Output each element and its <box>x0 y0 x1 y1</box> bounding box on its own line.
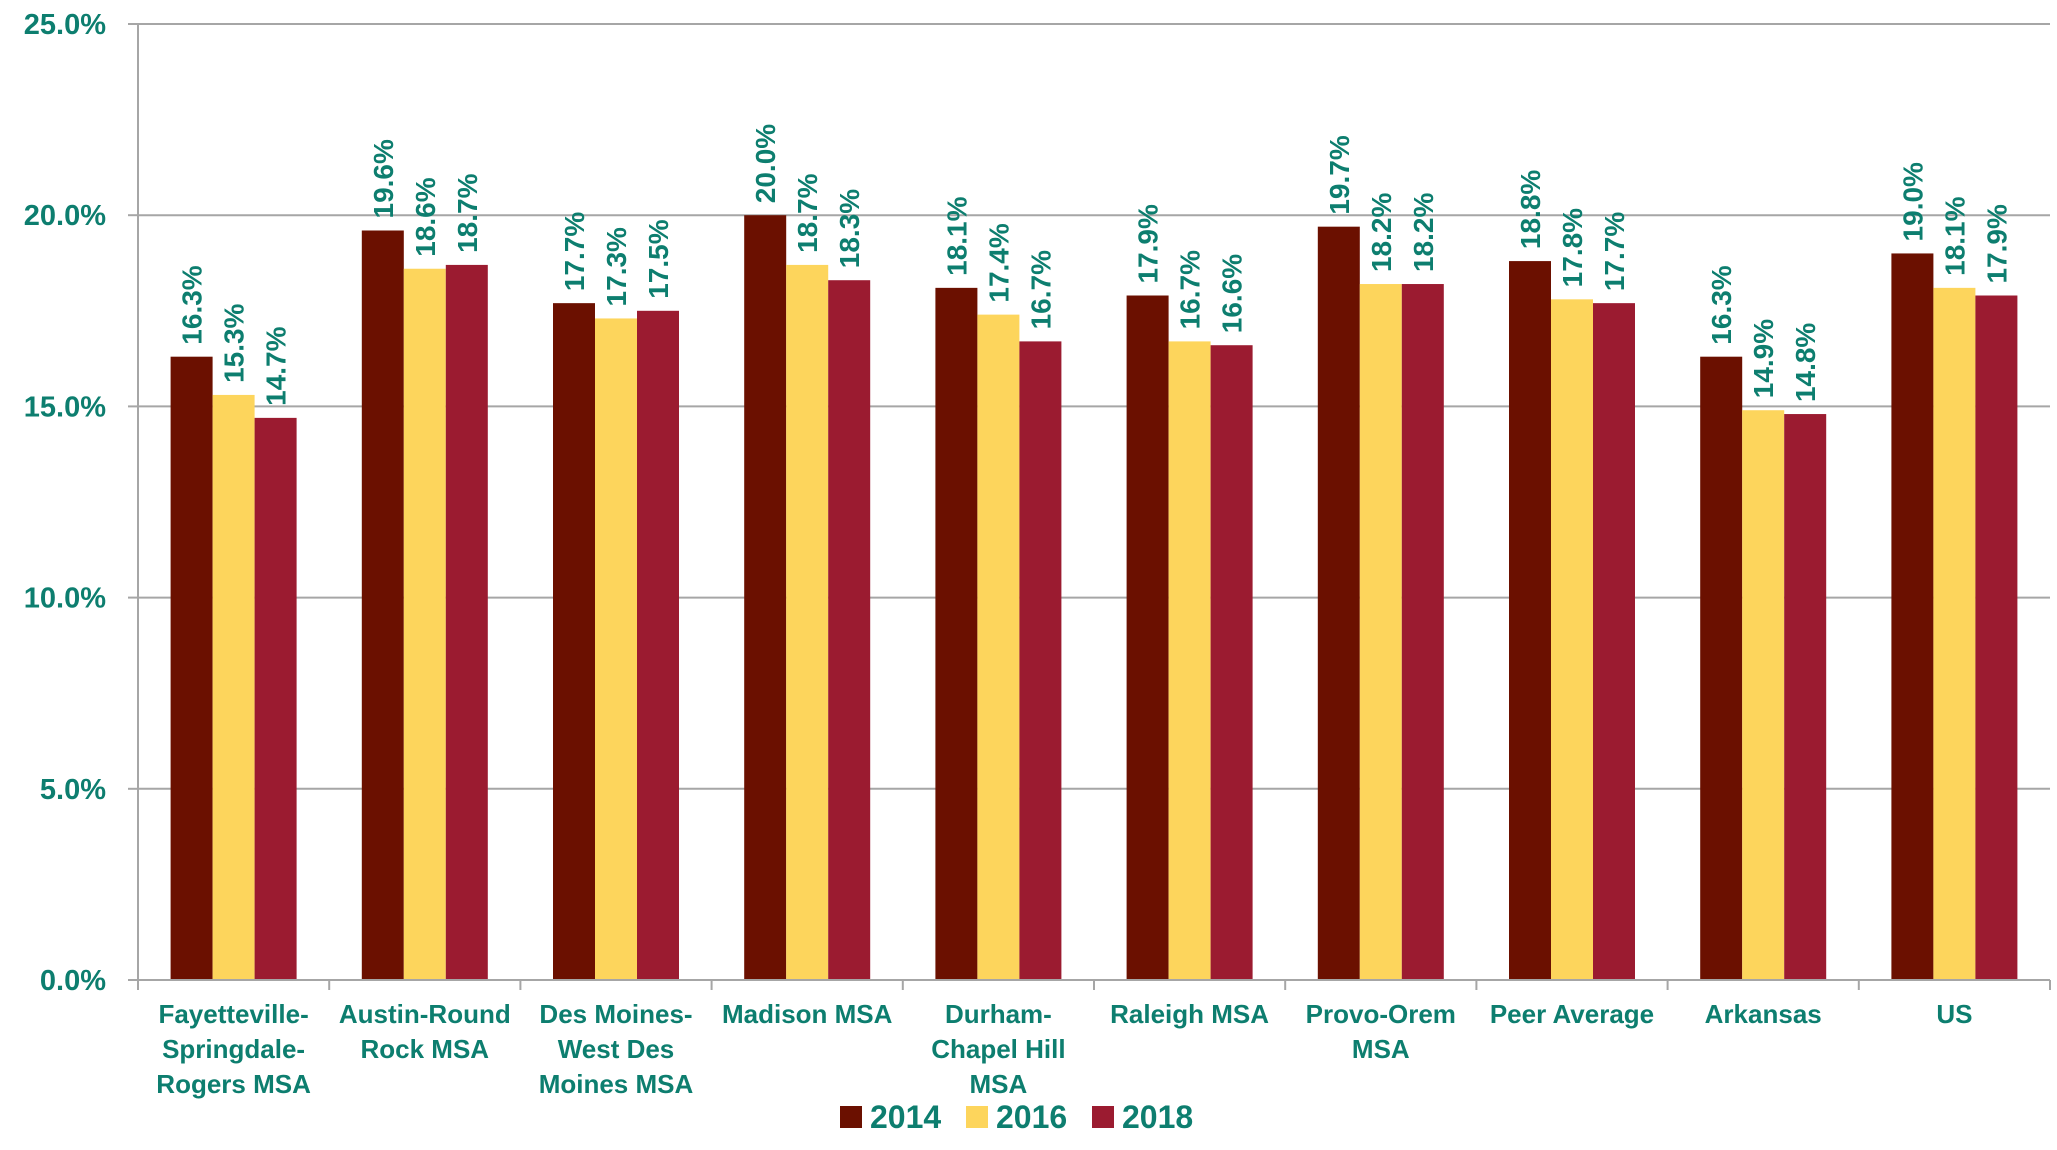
bar-2016 <box>595 318 637 980</box>
bar-2016 <box>1933 287 1976 981</box>
x-category-label: Moines MSA <box>539 1069 694 1099</box>
y-tick-label: 20.0% <box>24 200 106 232</box>
bar-2016 <box>403 268 446 981</box>
bar-2018 <box>1784 414 1827 981</box>
y-tick-label: 15.0% <box>24 391 106 423</box>
data-label: 18.3% <box>834 189 865 268</box>
data-label: 18.1% <box>941 196 972 275</box>
x-category-label: West Des <box>558 1034 675 1064</box>
data-label: 18.7% <box>452 173 483 252</box>
data-label: 17.9% <box>1981 204 2012 283</box>
x-category-label: Madison MSA <box>722 999 893 1029</box>
legend-label: 2014 <box>870 1099 941 1135</box>
x-category-label: Peer Average <box>1490 999 1654 1029</box>
bar-2016 <box>786 264 829 980</box>
data-label: 14.7% <box>261 326 292 405</box>
data-label: 16.3% <box>177 265 208 344</box>
bar-2018 <box>1975 295 2018 980</box>
bar-2018 <box>445 264 488 980</box>
bar-2014 <box>361 230 404 981</box>
data-label: 18.1% <box>1939 196 1970 275</box>
data-label: 16.7% <box>1025 250 1056 329</box>
x-category-label: Springdale- <box>162 1034 305 1064</box>
bar-2014 <box>935 287 978 981</box>
data-label: 17.5% <box>643 219 674 298</box>
data-label: 14.8% <box>1790 323 1821 402</box>
bar-2014 <box>1891 253 1934 980</box>
x-category-label: MSA <box>970 1069 1028 1099</box>
data-label: 18.2% <box>1408 193 1439 272</box>
legend: 2014 2016 2018 <box>840 1099 1193 1135</box>
legend-swatch-2018 <box>1092 1106 1114 1128</box>
data-label: 18.8% <box>1515 170 1546 249</box>
data-label: 20.0% <box>750 124 781 203</box>
data-label: 19.7% <box>1324 135 1355 214</box>
y-tick-label: 5.0% <box>40 774 106 806</box>
data-label: 17.7% <box>559 212 590 291</box>
x-category-label: Provo-Orem <box>1306 999 1456 1029</box>
x-category-label: US <box>1936 999 1972 1029</box>
bars: 16.3% 19.6% 17.7% 20.0% 18.1% 17.9% 19.7% 18.8%… <box>170 124 2018 981</box>
bar-2018 <box>828 280 871 980</box>
x-category-label: Arkansas <box>1705 999 1822 1029</box>
x-category-label: Rogers MSA <box>156 1069 311 1099</box>
bar-2018 <box>1401 284 1444 981</box>
bar-2014 <box>1700 356 1743 980</box>
x-axis: Fayetteville- Springdale- Rogers MSA Austin… <box>137 979 2051 1099</box>
legend-label: 2016 <box>996 1099 1067 1135</box>
data-label: 15.3% <box>219 303 250 382</box>
x-category-label: Rock MSA <box>361 1034 490 1064</box>
bar-2014 <box>170 356 213 980</box>
data-label: 16.6% <box>1217 254 1248 333</box>
legend-swatch-2016 <box>966 1106 988 1128</box>
bar-2016 <box>977 314 1020 980</box>
data-label: 16.3% <box>1706 265 1737 344</box>
data-label: 17.8% <box>1557 208 1588 287</box>
x-category-label: Raleigh MSA <box>1110 999 1269 1029</box>
bar-2016 <box>1551 299 1593 980</box>
data-label: 17.4% <box>983 223 1014 302</box>
y-tick-label: 10.0% <box>24 583 106 615</box>
bar-2016 <box>1359 284 1402 981</box>
bar-2014 <box>553 303 595 981</box>
bar-2016 <box>1168 341 1211 981</box>
data-label: 14.9% <box>1748 319 1779 398</box>
x-category-label: Durham- <box>945 999 1052 1029</box>
x-category-label: Chapel Hill <box>931 1034 1065 1064</box>
bar-2018 <box>1019 341 1062 981</box>
x-category-label: Austin-Round <box>339 999 511 1029</box>
legend-label: 2018 <box>1122 1099 1193 1135</box>
data-label: 17.7% <box>1599 212 1630 291</box>
data-label: 18.7% <box>792 173 823 252</box>
data-label: 18.2% <box>1366 193 1397 272</box>
bar-2018 <box>1593 303 1635 981</box>
data-label: 17.3% <box>601 227 632 306</box>
y-tick-label: 25.0% <box>24 9 106 41</box>
bar-2018 <box>254 417 297 980</box>
data-label: 19.0% <box>1897 162 1928 241</box>
data-label: 19.6% <box>368 139 399 218</box>
bar-2018 <box>1210 345 1253 980</box>
legend-swatch-2014 <box>840 1106 862 1128</box>
bar-2018 <box>637 310 679 980</box>
data-label: 16.7% <box>1175 250 1206 329</box>
data-label: 18.6% <box>410 177 441 256</box>
bar-2016 <box>212 394 255 981</box>
y-tick-label: 0.0% <box>40 965 106 997</box>
bar-2016 <box>1742 410 1785 980</box>
x-category-label: Des Moines- <box>539 999 692 1029</box>
bar-2014 <box>1317 226 1360 980</box>
bar-2014 <box>1509 261 1551 980</box>
bar-2014 <box>1126 295 1169 980</box>
bar-2014 <box>744 215 787 980</box>
x-category-label: MSA <box>1352 1034 1410 1064</box>
data-label: 17.9% <box>1133 204 1164 283</box>
x-category-label: Fayetteville- <box>158 999 308 1029</box>
y-axis: 0.0% 5.0% 10.0% 15.0% 20.0% 25.0% <box>24 9 139 997</box>
